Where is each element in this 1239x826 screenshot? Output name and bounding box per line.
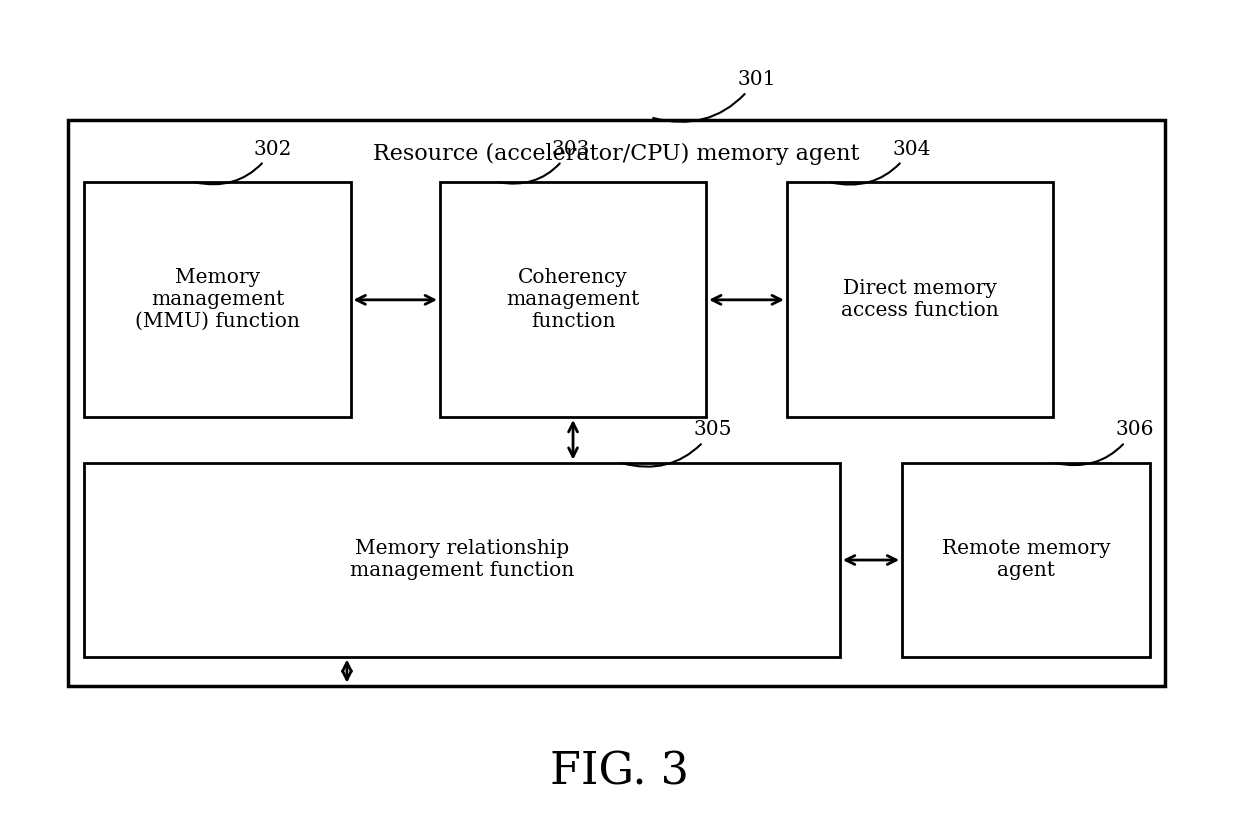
Bar (84, 182, 351, 417)
Text: Remote memory
agent: Remote memory agent (942, 539, 1110, 580)
Text: Coherency
management
function: Coherency management function (507, 268, 639, 331)
Text: FIG. 3: FIG. 3 (550, 751, 689, 794)
Text: 301: 301 (653, 70, 776, 121)
Bar (902, 463, 1150, 657)
Text: Resource (accelerator/CPU) memory agent: Resource (accelerator/CPU) memory agent (373, 143, 860, 165)
Text: 306: 306 (1056, 420, 1154, 465)
Text: 302: 302 (195, 140, 292, 184)
Text: Memory
management
(MMU) function: Memory management (MMU) function (135, 268, 300, 331)
Text: Memory relationship
management function: Memory relationship management function (351, 539, 574, 580)
Text: 303: 303 (498, 140, 590, 183)
Text: Direct memory
access function: Direct memory access function (841, 279, 999, 320)
Bar (84, 463, 840, 657)
Text: 304: 304 (830, 140, 930, 184)
Bar (787, 182, 1053, 417)
Text: 305: 305 (622, 420, 732, 467)
Bar (68, 120, 1165, 686)
Bar (440, 182, 706, 417)
